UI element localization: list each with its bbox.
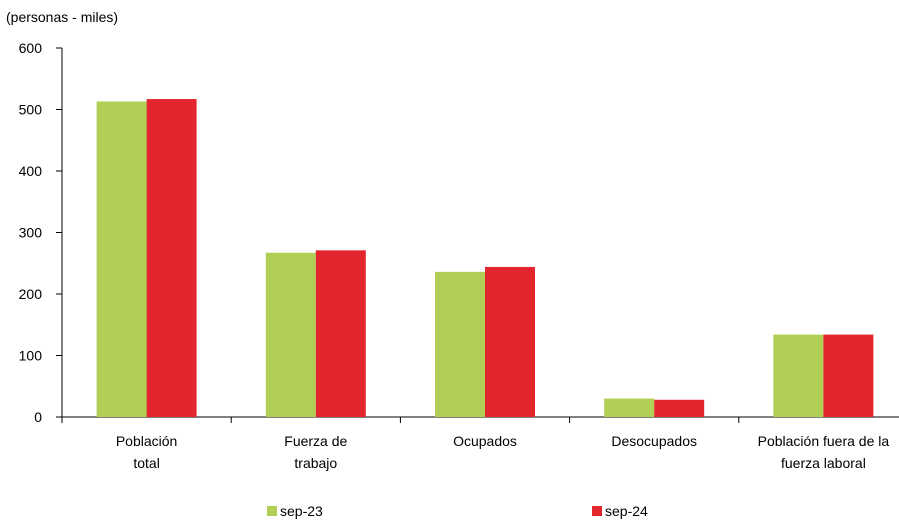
y-tick-label: 0 (34, 409, 42, 425)
y-tick-label: 100 (19, 348, 43, 364)
bar-sep-24-1 (315, 250, 366, 417)
x-tick-label: Población fuera de la (758, 433, 890, 449)
x-tick-label: Desocupados (611, 433, 697, 449)
x-tick-label: Población (116, 433, 178, 449)
bar-sep-23-3 (604, 398, 655, 417)
x-axis: Población total Fuerza de trabajo Ocupados De… (61, 416, 899, 471)
legend: sep-23 sep-24 (267, 503, 648, 519)
x-tick-label: fuerza laboral (781, 455, 866, 471)
y-tick-label: 300 (19, 225, 43, 241)
bar-sep-23-1 (265, 252, 316, 417)
legend-swatch-sep-24 (592, 506, 602, 516)
bar-sep-23-0 (96, 101, 147, 417)
x-tick-label: Fuerza de (284, 433, 347, 449)
bar-sep-24-0 (146, 99, 197, 418)
y-axis: 0 100 200 300 400 500 600 (19, 40, 63, 425)
bar-sep-24-4 (823, 334, 874, 417)
x-tick-label: Ocupados (453, 433, 517, 449)
bar-sep-23-2 (435, 271, 485, 417)
y-tick-label: 500 (19, 102, 43, 118)
bar-sep-24-2 (485, 266, 535, 417)
legend-swatch-sep-23 (267, 506, 277, 516)
bar-sep-24-3 (654, 399, 705, 417)
legend-label: sep-24 (605, 503, 648, 519)
y-tick-label: 600 (19, 40, 43, 56)
bar-sep-23-4 (773, 334, 824, 417)
x-tick-label: total (133, 455, 159, 471)
legend-label: sep-23 (280, 503, 323, 519)
bars (96, 99, 874, 418)
unit-note: (personas - miles) (6, 9, 118, 25)
x-tick-label: trabajo (294, 455, 337, 471)
y-tick-label: 400 (19, 163, 43, 179)
y-tick-label: 200 (19, 286, 43, 302)
